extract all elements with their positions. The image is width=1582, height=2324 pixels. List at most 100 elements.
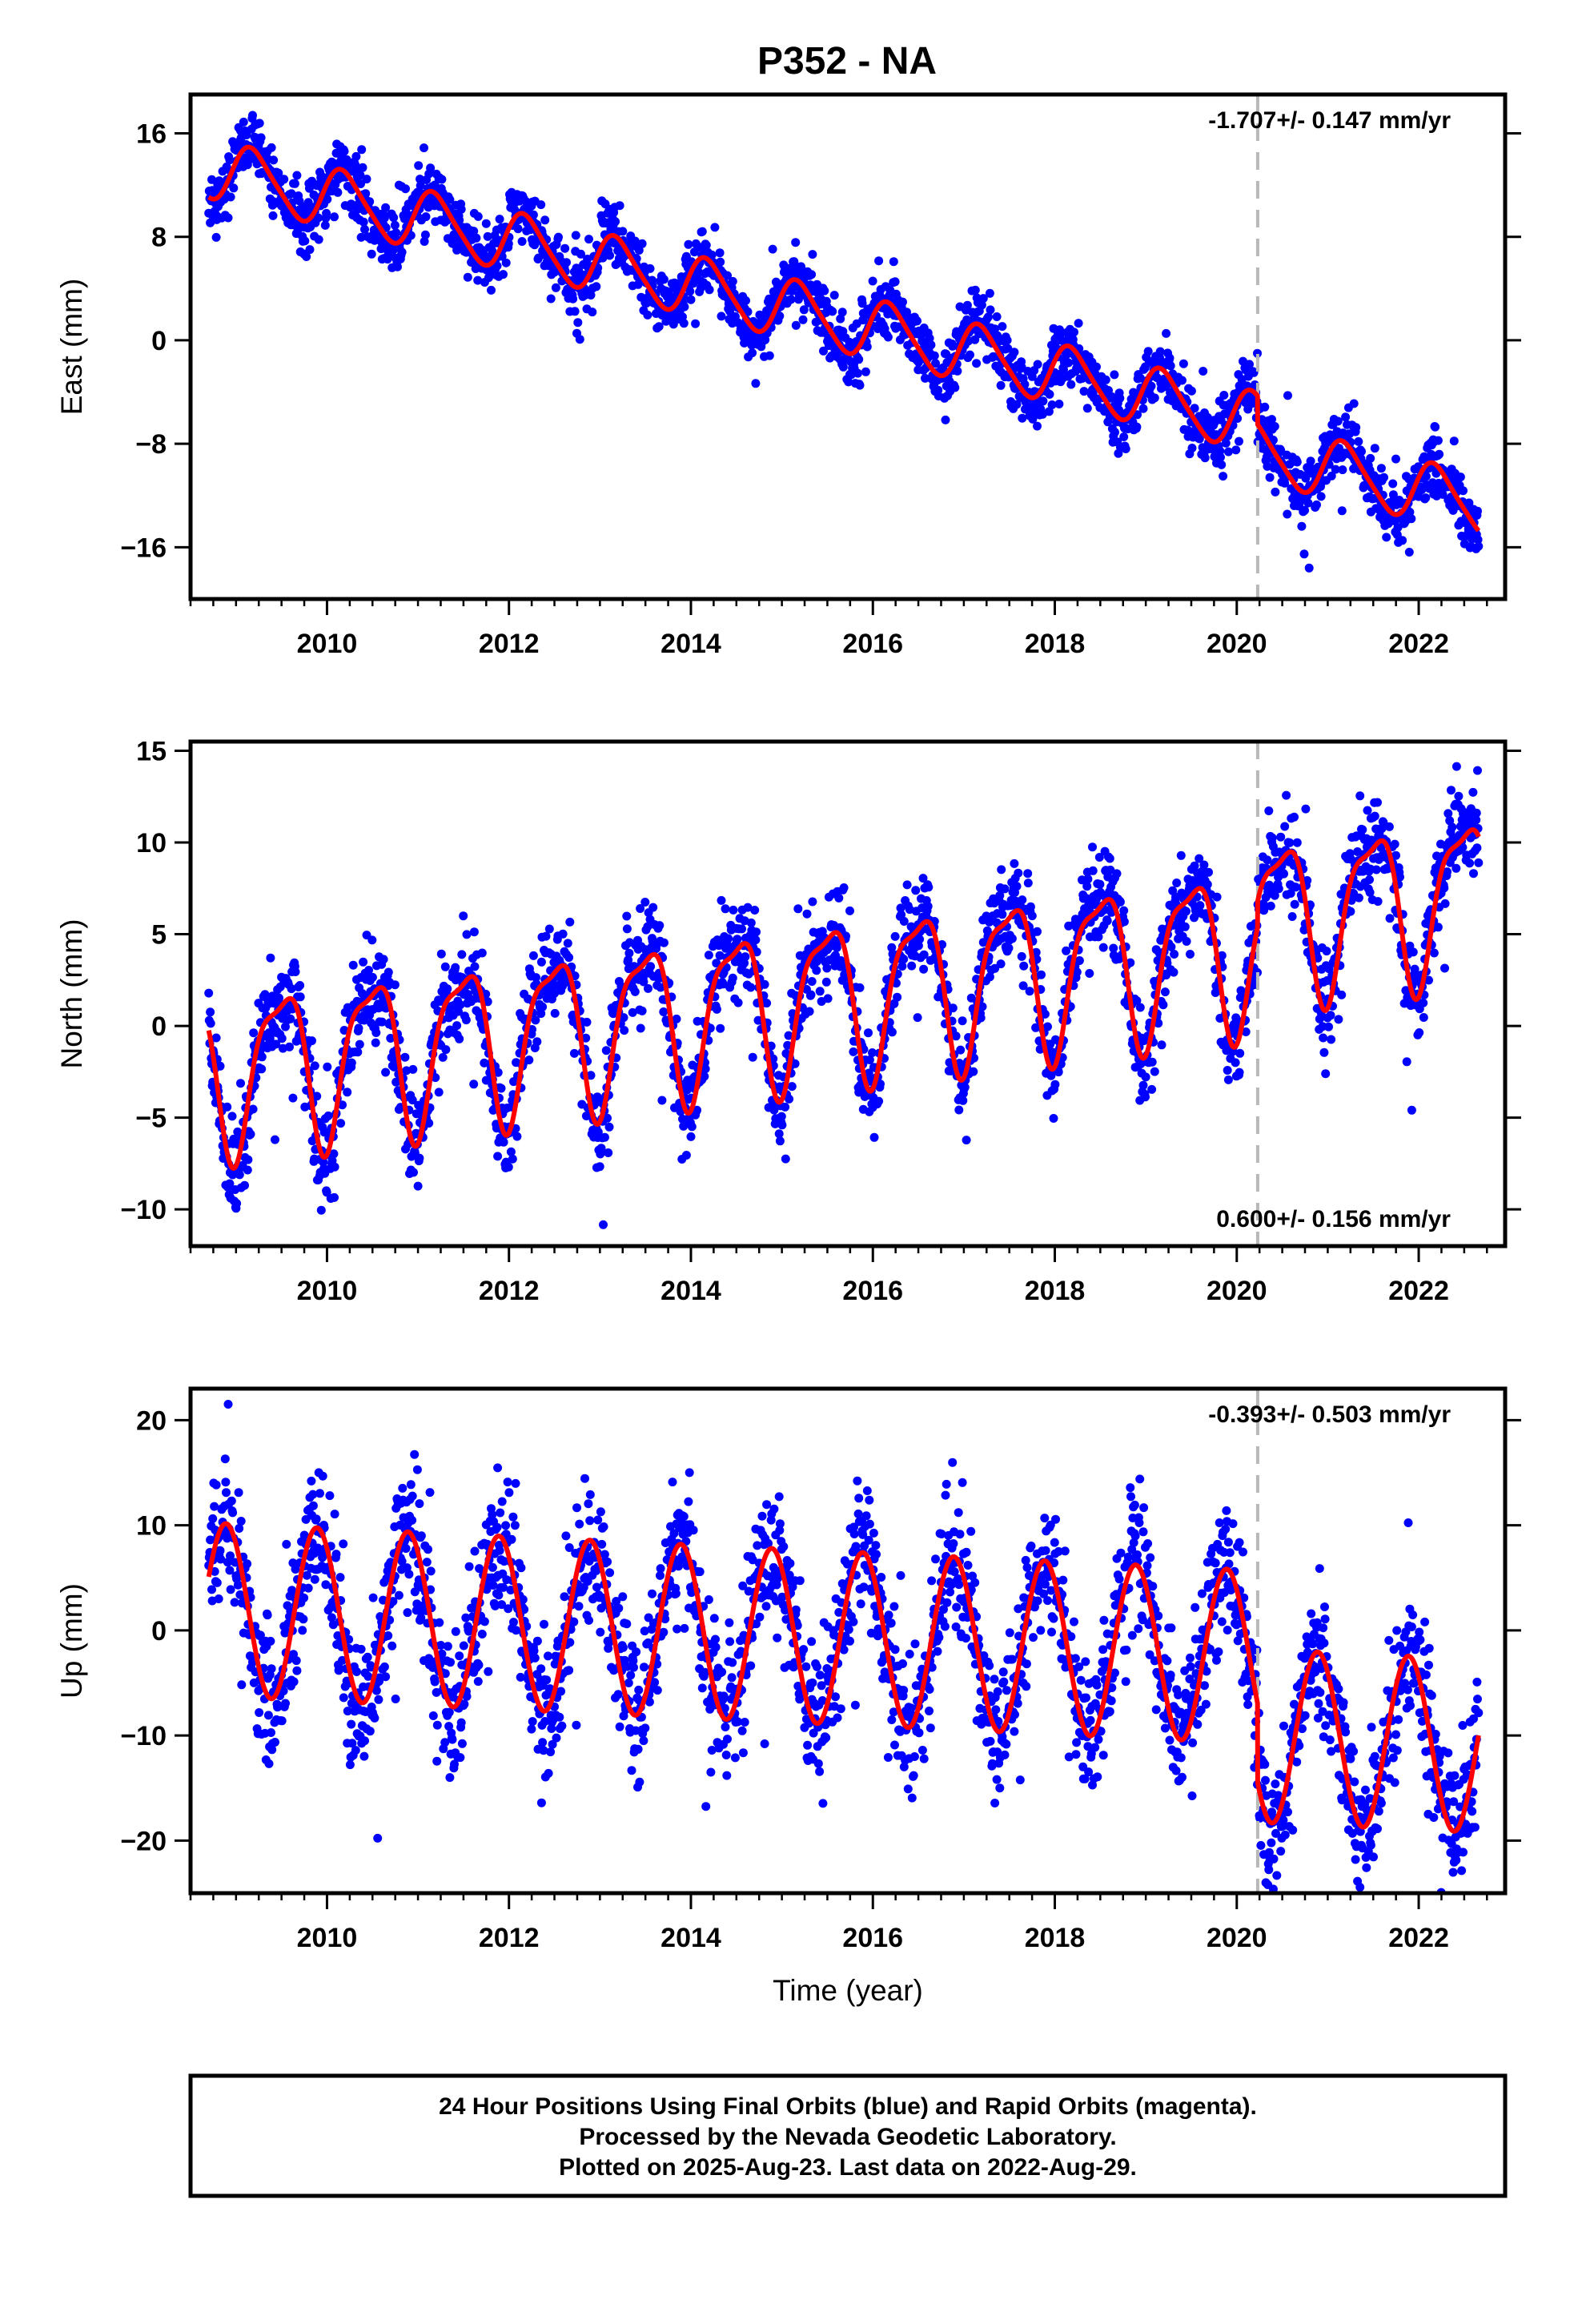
data-point bbox=[1452, 863, 1461, 873]
data-point bbox=[546, 294, 556, 304]
data-point bbox=[1074, 956, 1084, 965]
y-tick-label: −10 bbox=[120, 1195, 167, 1225]
data-point bbox=[925, 333, 934, 343]
data-point bbox=[1440, 963, 1449, 973]
data-point bbox=[902, 880, 912, 890]
data-point bbox=[680, 302, 689, 312]
data-point bbox=[1276, 832, 1286, 842]
data-point bbox=[512, 1132, 522, 1141]
y-axis-label: North (mm) bbox=[55, 919, 88, 1068]
data-point bbox=[1115, 393, 1125, 403]
data-point bbox=[1025, 987, 1034, 996]
data-point bbox=[1143, 347, 1153, 356]
data-point bbox=[473, 275, 483, 285]
data-point bbox=[248, 111, 257, 120]
data-point bbox=[1468, 787, 1478, 797]
data-point bbox=[1195, 901, 1205, 911]
data-point bbox=[1415, 1028, 1424, 1037]
data-point bbox=[687, 1122, 697, 1132]
data-point bbox=[504, 239, 513, 248]
data-point bbox=[1147, 1084, 1157, 1094]
data-point bbox=[1216, 452, 1225, 462]
data-point bbox=[348, 960, 358, 970]
data-point bbox=[1402, 1057, 1411, 1067]
x-tick-label: 2010 bbox=[297, 1276, 358, 1306]
data-point bbox=[1092, 362, 1101, 372]
data-point bbox=[551, 283, 560, 292]
data-point bbox=[371, 1028, 381, 1037]
data-point bbox=[1010, 858, 1019, 868]
data-point bbox=[1373, 798, 1382, 807]
x-tick-label: 2020 bbox=[1207, 629, 1267, 659]
data-point bbox=[570, 307, 580, 316]
data-point bbox=[630, 236, 640, 246]
data-point bbox=[1105, 854, 1114, 863]
data-point bbox=[898, 297, 907, 307]
data-point bbox=[931, 359, 940, 368]
data-point bbox=[741, 952, 750, 962]
data-point bbox=[1095, 879, 1105, 889]
data-point bbox=[1037, 970, 1046, 979]
data-point bbox=[1322, 947, 1331, 956]
data-point bbox=[367, 972, 377, 982]
data-point bbox=[353, 1047, 363, 1057]
data-point bbox=[246, 1129, 255, 1139]
data-point bbox=[257, 1052, 267, 1062]
data-point bbox=[255, 119, 264, 128]
data-point bbox=[291, 967, 300, 976]
model-fit-line bbox=[206, 827, 1481, 1171]
data-point bbox=[1435, 449, 1444, 459]
data-point bbox=[1054, 400, 1064, 408]
data-point bbox=[269, 155, 279, 165]
data-point bbox=[748, 348, 757, 358]
data-point bbox=[470, 962, 480, 971]
data-point bbox=[1474, 858, 1484, 867]
data-point bbox=[1231, 1058, 1240, 1068]
data-point bbox=[684, 239, 693, 249]
data-point bbox=[1033, 421, 1042, 431]
data-point bbox=[990, 324, 1000, 334]
data-point bbox=[890, 931, 900, 941]
data-point bbox=[1358, 825, 1367, 834]
data-point bbox=[300, 236, 310, 246]
data-point bbox=[716, 1023, 725, 1033]
data-point bbox=[948, 1003, 958, 1013]
data-point bbox=[1382, 533, 1391, 542]
data-point bbox=[701, 240, 711, 250]
data-point bbox=[887, 1027, 897, 1037]
data-point bbox=[728, 973, 737, 983]
data-point bbox=[786, 295, 796, 304]
data-point bbox=[1337, 990, 1347, 999]
data-point bbox=[323, 195, 332, 204]
data-point bbox=[954, 1105, 964, 1115]
data-point bbox=[586, 291, 596, 300]
data-point bbox=[295, 992, 305, 1002]
data-point bbox=[295, 981, 305, 990]
data-point bbox=[1260, 402, 1270, 412]
y-tick-label: 16 bbox=[136, 119, 167, 149]
data-point bbox=[1003, 344, 1013, 353]
data-point bbox=[1150, 393, 1159, 403]
data-point bbox=[1033, 360, 1042, 369]
x-tick-label: 2018 bbox=[1025, 629, 1086, 659]
data-point bbox=[508, 1154, 517, 1164]
data-point bbox=[1107, 392, 1117, 401]
data-point bbox=[1043, 1022, 1052, 1031]
data-point bbox=[397, 247, 407, 257]
data-point bbox=[440, 962, 450, 971]
data-point bbox=[1182, 937, 1191, 946]
data-point bbox=[889, 257, 898, 267]
data-point bbox=[1147, 1057, 1157, 1067]
data-point bbox=[569, 1048, 579, 1058]
data-point bbox=[1199, 367, 1208, 376]
data-point bbox=[235, 1170, 244, 1180]
data-point bbox=[849, 1047, 858, 1056]
data-point bbox=[362, 175, 371, 184]
data-point bbox=[1279, 869, 1288, 879]
data-point bbox=[1166, 361, 1175, 371]
data-point bbox=[1337, 506, 1347, 516]
data-point bbox=[854, 355, 864, 364]
data-point bbox=[1085, 969, 1094, 978]
data-point bbox=[347, 199, 356, 209]
y-tick-label: 0 bbox=[151, 1011, 167, 1042]
